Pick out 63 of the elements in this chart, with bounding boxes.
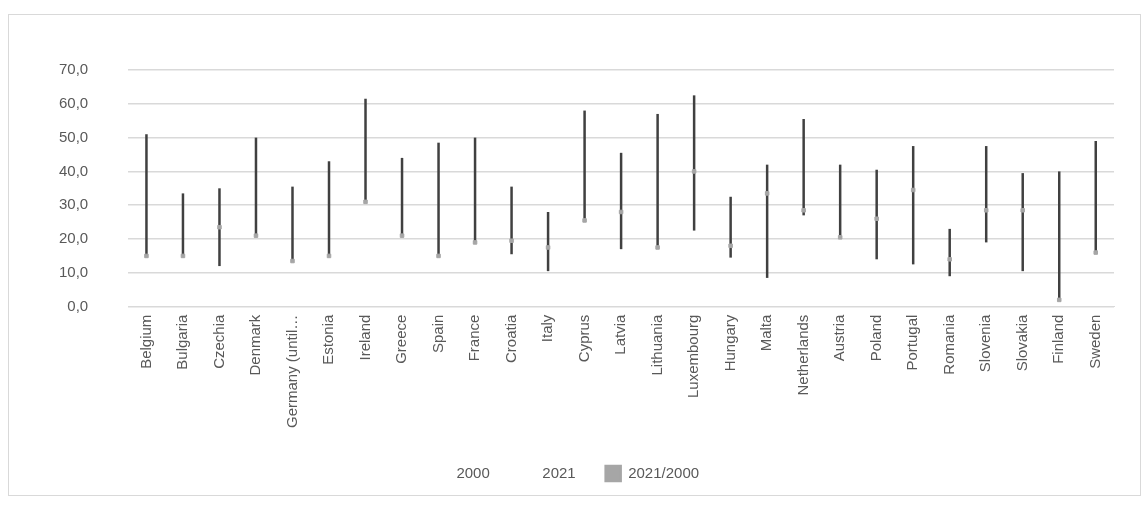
- point: [436, 253, 441, 259]
- point: [545, 245, 551, 250]
- point: [1093, 250, 1099, 255]
- x-tick-label: Croatia: [501, 313, 519, 363]
- point: [509, 238, 514, 243]
- x-tick-label: Czechia: [209, 313, 227, 369]
- text: 2000: [456, 463, 490, 481]
- x-tick-label: Lithuania: [647, 313, 665, 376]
- x-tick-label: Ireland: [355, 314, 373, 361]
- x-tick-label: Greece: [392, 314, 410, 364]
- x-tick-label: Finland: [1049, 314, 1067, 364]
- x-tick-label: Bulgaria: [173, 313, 191, 370]
- point: [253, 233, 259, 238]
- point: [837, 235, 843, 240]
- point: [290, 258, 295, 264]
- point: [363, 199, 368, 205]
- x-tick-label: Latvia: [611, 313, 629, 355]
- point: [728, 243, 733, 249]
- point: [399, 233, 405, 238]
- point: [801, 208, 806, 213]
- point: [910, 187, 916, 193]
- point: [582, 218, 587, 223]
- x-tick-label: France: [465, 314, 483, 362]
- point: [618, 209, 624, 215]
- point: [472, 240, 478, 245]
- x-tick-label: Sweden: [1085, 314, 1103, 369]
- x-tick-label: Slovenia: [976, 313, 994, 373]
- text: 2021: [542, 463, 576, 481]
- x-tick-label: Luxembourg: [684, 314, 702, 399]
- point: [1020, 208, 1025, 213]
- y-tick-label: 60,0: [58, 93, 89, 111]
- x-tick-label: Romania: [939, 313, 957, 375]
- x-tick-label: Belgium: [136, 314, 154, 369]
- point: [983, 208, 989, 213]
- y-tick-label: 10,0: [58, 262, 89, 280]
- x-tick-label: Hungary: [720, 314, 738, 372]
- x-tick-label: Austria: [830, 313, 848, 362]
- x-tick-label: Poland: [866, 314, 884, 362]
- x-tick-label: Spain: [428, 314, 446, 354]
- x-tick-label: Netherlands: [793, 314, 811, 396]
- y-tick-label: 50,0: [58, 127, 89, 145]
- y-tick-label: 0,0: [67, 296, 89, 314]
- x-tick-label: Cyprus: [574, 314, 592, 363]
- x-tick-label: Slovakia: [1012, 313, 1030, 372]
- x-tick-label: Estonia: [319, 313, 337, 365]
- y-tick-label: 70,0: [58, 60, 89, 78]
- y-tick-label: 30,0: [58, 195, 89, 213]
- point: [217, 224, 222, 230]
- x-tick-label: Portugal: [903, 314, 921, 371]
- point: [655, 245, 660, 250]
- point: [874, 216, 879, 222]
- x-tick-label: Italy: [538, 314, 556, 343]
- point: [1056, 297, 1062, 303]
- point: [691, 169, 697, 174]
- x-tick-label: Germany (until…: [282, 314, 300, 429]
- legend-label: 2021/2000: [628, 463, 700, 481]
- y-tick-label: 40,0: [58, 161, 89, 179]
- point: [764, 191, 770, 196]
- y-tick-label: 20,0: [58, 229, 89, 247]
- x-tick-label: Denmark: [246, 314, 264, 376]
- x-tick-label: Malta: [757, 313, 775, 352]
- point: [144, 253, 149, 259]
- point: [947, 257, 952, 262]
